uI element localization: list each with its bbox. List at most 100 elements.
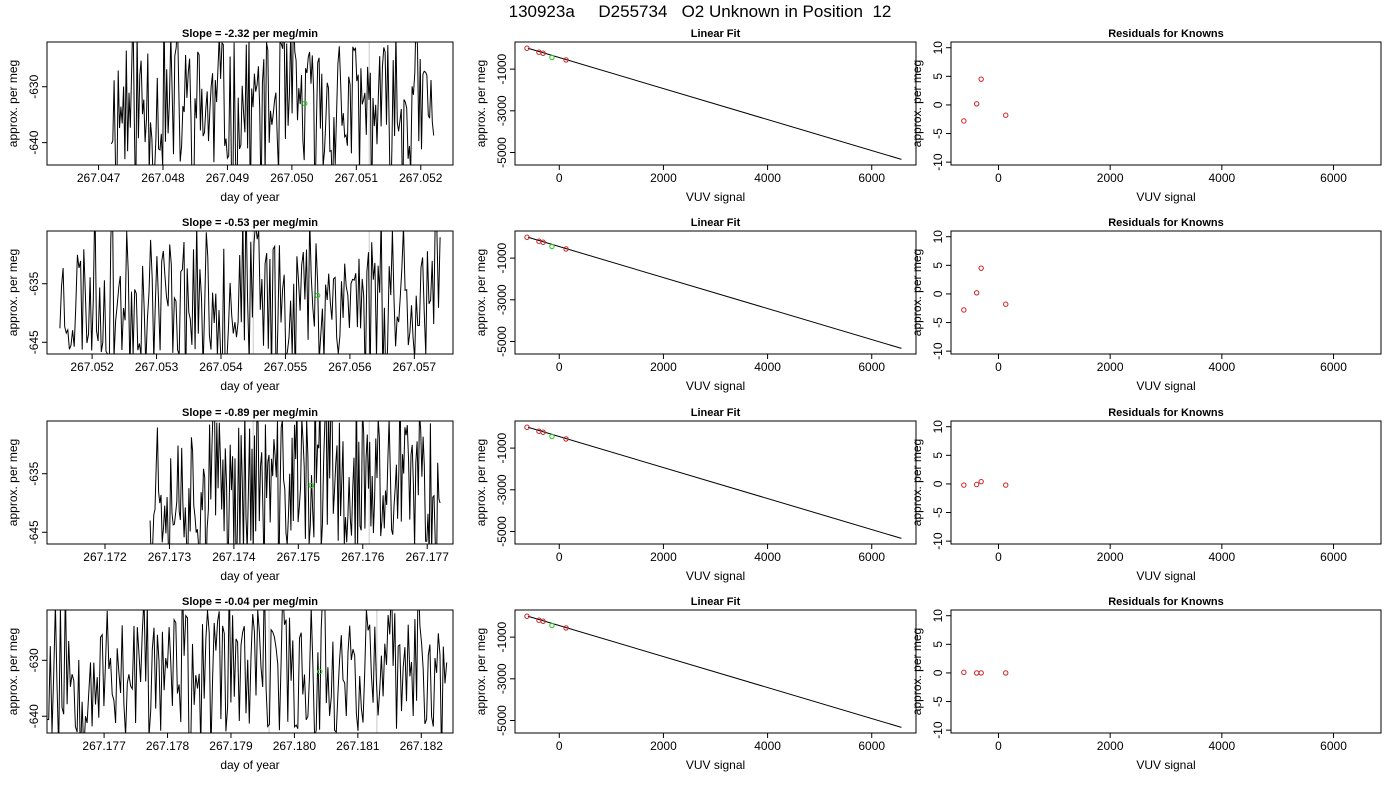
known-point [540, 239, 546, 245]
y-tick-label: -645 [27, 330, 41, 354]
y-axis-label: approx. per meg [910, 439, 924, 526]
x-tick-label: 267.172 [83, 550, 127, 564]
page-title: 130923a D255734 O2 Unknown in Position 1… [508, 2, 892, 21]
chart-title: Residuals for Knowns [1108, 28, 1224, 40]
x-axis-label: day of year [220, 758, 279, 772]
x-tick-label: 267.056 [328, 360, 372, 374]
x-tick-label: 267.180 [273, 739, 317, 753]
unknown-point [549, 54, 555, 61]
x-tick-label: 267.055 [264, 360, 308, 374]
chart-title: Residuals for Knowns [1108, 217, 1224, 229]
x-axis-label: VUV signal [1136, 569, 1195, 583]
x-tick-label: 6000 [1320, 360, 1347, 374]
fit-line [527, 615, 902, 728]
y-tick-label: -3000 [495, 95, 509, 126]
chart-title: Residuals for Knowns [1108, 407, 1224, 419]
y-tick-label: -1000 [495, 53, 509, 84]
y-tick-label: -5 [931, 696, 945, 707]
plot-frame [950, 41, 1382, 166]
chart-panel: Residuals for Knowns 0 2000 4000 6000 10 5 0 -5 -… [910, 217, 1382, 393]
unknown-point [549, 622, 555, 629]
residual-point [973, 670, 980, 676]
x-tick-label: 267.182 [400, 739, 444, 753]
x-tick-label: 0 [995, 550, 1002, 564]
y-tick-label: 5 [931, 262, 945, 269]
y-tick-label: -630 [27, 648, 41, 672]
y-tick-label: -1000 [495, 432, 509, 463]
residual-point [973, 481, 980, 488]
plot-frame [46, 609, 454, 734]
x-tick-label: 267.051 [335, 171, 379, 185]
x-tick-label: 2000 [1097, 360, 1124, 374]
known-point [524, 424, 530, 430]
x-tick-label: 267.176 [341, 550, 385, 564]
series-line [59, 231, 441, 354]
y-tick-label: -3000 [495, 474, 509, 505]
residual-point [978, 76, 984, 82]
chart-title: Linear Fit [691, 217, 741, 229]
plot-area [961, 478, 1009, 488]
y-axis-label: approx. per meg [6, 439, 20, 526]
y-tick-label: 0 [931, 101, 945, 108]
y-tick-label: 5 [931, 73, 945, 80]
x-tick-label: 2000 [1097, 171, 1124, 185]
y-tick-label: 10 [931, 230, 945, 244]
x-tick-label: 2000 [650, 739, 677, 753]
y-tick-label: -645 [27, 520, 41, 544]
known-point [540, 50, 546, 56]
y-tick-label: -1000 [495, 621, 509, 652]
x-tick-label: 267.177 [406, 550, 450, 564]
plot-area [524, 234, 902, 349]
y-tick-label: -3000 [495, 284, 509, 315]
chart-title: Slope = -0.89 per meg/min [182, 407, 318, 419]
chart-panel: Slope = -0.04 per meg/min 267.177 267.178 2… [6, 596, 454, 772]
x-tick-label: 6000 [1320, 739, 1347, 753]
plot-frame [950, 420, 1382, 545]
x-tick-label: 267.175 [277, 550, 321, 564]
known-point [563, 625, 569, 631]
unknown-point [302, 100, 308, 107]
fit-line [527, 47, 902, 160]
chart-title: Residuals for Knowns [1108, 596, 1224, 608]
y-tick-label: 5 [931, 641, 945, 648]
x-tick-label: 267.174 [212, 550, 256, 564]
x-tick-label: 6000 [858, 171, 885, 185]
chart-panel: Residuals for Knowns 0 2000 4000 6000 10 5 0 -5 -… [910, 407, 1382, 583]
plot-area [961, 265, 1009, 313]
y-tick-label: 10 [931, 609, 945, 623]
x-axis-label: day of year [220, 379, 279, 393]
unknown-point [549, 243, 555, 250]
known-point [563, 436, 569, 442]
y-axis-label: approx. per meg [6, 628, 20, 715]
chart-panel: Slope = -0.89 per meg/min 267.172 267.173 2… [6, 407, 454, 583]
y-tick-label: -5000 [495, 137, 509, 168]
x-tick-label: 4000 [1208, 360, 1235, 374]
residual-point [973, 101, 980, 107]
y-axis-label: approx. per meg [910, 60, 924, 147]
x-axis-label: VUV signal [1136, 379, 1195, 393]
x-tick-label: 267.048 [141, 171, 185, 185]
x-tick-label: 4000 [1208, 171, 1235, 185]
x-tick-label: 4000 [754, 550, 781, 564]
y-tick-label: 0 [931, 290, 945, 297]
y-axis-label: approx. per meg [474, 249, 488, 336]
plot-frame [514, 230, 917, 355]
x-tick-label: 267.052 [399, 171, 443, 185]
x-tick-label: 6000 [858, 739, 885, 753]
x-tick-label: 4000 [1208, 739, 1235, 753]
y-axis-label: approx. per meg [474, 60, 488, 147]
x-axis-label: day of year [220, 569, 279, 583]
series-line [47, 610, 448, 733]
x-axis-label: VUV signal [686, 379, 745, 393]
x-tick-label: 267.054 [199, 360, 243, 374]
residual-point [1003, 112, 1009, 118]
x-tick-label: 267.047 [77, 171, 121, 185]
x-tick-label: 4000 [754, 739, 781, 753]
y-tick-label: -5000 [495, 705, 509, 736]
x-tick-label: 267.052 [70, 360, 114, 374]
chart-panel: Residuals for Knowns 0 2000 4000 6000 10 5 0 -5 -… [910, 28, 1382, 204]
x-tick-label: 267.049 [206, 171, 250, 185]
unknown-point [549, 433, 555, 440]
x-tick-label: 0 [556, 550, 563, 564]
y-axis-label: approx. per meg [910, 628, 924, 715]
